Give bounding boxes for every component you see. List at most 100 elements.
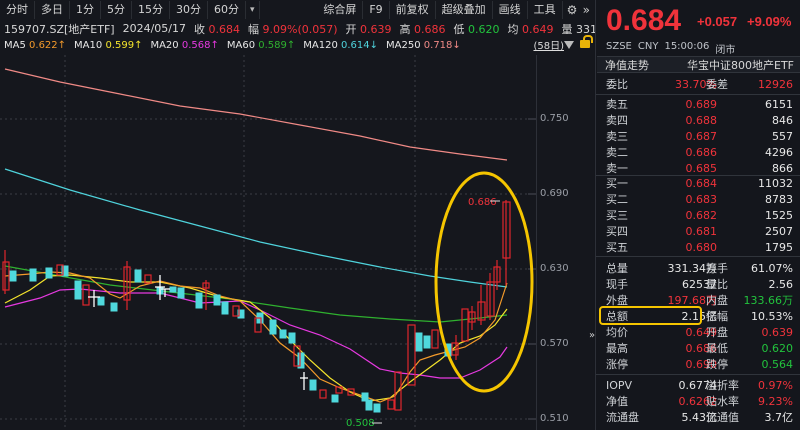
ma250-label: MA250 — [386, 39, 421, 51]
stat-label: 振幅 — [706, 310, 728, 323]
amp-value: 9.09%(0.057) — [262, 22, 338, 36]
weibi-value: 33.70% — [675, 77, 717, 91]
stat-row: 总额 2.15亿 振幅 10.53% — [596, 307, 800, 325]
y-tick: 0.510 — [540, 413, 569, 424]
fund-name-row[interactable]: 净值走势 华宝中证800地产ETF — [597, 56, 800, 73]
gear-icon[interactable]: ⚙ — [566, 3, 578, 17]
close-label: 收 — [194, 22, 205, 36]
period-days[interactable]: (58日) — [533, 41, 564, 52]
ask-row[interactable]: 卖三 0.687 557 — [596, 127, 800, 145]
bid-row[interactable]: 买五 0.680 1795 — [596, 238, 800, 256]
weicha-value: 12926 — [758, 77, 793, 91]
last-price: 0.684 — [606, 4, 682, 37]
stat-value: 62537 — [682, 277, 717, 291]
stat-value: 197.68万 — [667, 294, 718, 307]
ask-row[interactable]: 卖二 0.686 4296 — [596, 143, 800, 161]
ask-price: 0.685 — [685, 161, 718, 175]
tab-30min[interactable]: 30分 — [170, 1, 208, 19]
market-status: 闭市 — [715, 45, 736, 56]
fund-value: 0.6774 — [678, 378, 718, 392]
ma60-value: 0.589↑ — [258, 39, 296, 51]
tab-60min[interactable]: 60分 — [208, 1, 246, 19]
open-value: 0.639 — [360, 22, 392, 36]
tab-15min[interactable]: 15分 — [132, 1, 170, 19]
stat-value: 0.686 — [685, 341, 718, 355]
y-tick: 0.750 — [540, 113, 569, 124]
price-change: +0.057 — [697, 14, 738, 29]
ask-volume: 4296 — [765, 145, 793, 159]
close-value: 0.684 — [208, 22, 241, 36]
ask-price: 0.689 — [685, 97, 718, 111]
ma250-value: 0.718↓ — [423, 39, 461, 51]
stat-label: 现手 — [606, 278, 628, 291]
turnover-highlight-box — [599, 306, 702, 325]
kline-panel: 分时 多日 1分 5分 15分 30分 60分 ▾ 综合屏 F9 前复权 超级叠… — [0, 0, 608, 430]
stat-label: 量比 — [706, 278, 728, 291]
ask-volume: 6151 — [765, 97, 793, 111]
ask-row[interactable]: 卖五 0.689 6151 — [596, 95, 800, 113]
ma120-label: MA120 — [303, 39, 338, 51]
tab-intraday[interactable]: 分时 — [0, 1, 35, 19]
high-price-marker: 0.686 — [468, 197, 497, 208]
bid-row[interactable]: 买一 0.684 11032 — [596, 174, 800, 192]
f9-button[interactable]: F9 — [363, 1, 390, 19]
bid-row[interactable]: 买二 0.683 8783 — [596, 190, 800, 208]
bid-volume: 11032 — [758, 176, 793, 190]
tab-1min[interactable]: 1分 — [70, 1, 101, 19]
stat-row: 现手 62537 量比 2.56 — [596, 275, 800, 293]
bid-label: 买三 — [606, 209, 628, 222]
order-ratio-row: 委比 33.70% 委差 12926 — [596, 75, 800, 93]
ask-label: 卖四 — [606, 114, 628, 127]
stat-label: 开盘 — [706, 326, 728, 339]
stat-label: 跌停 — [706, 358, 728, 371]
kline-chart[interactable]: 0.686 0.508 — [0, 55, 594, 430]
stat-value: 331.34万 — [667, 262, 718, 275]
ask-price: 0.687 — [685, 129, 718, 143]
bid-volume: 1795 — [765, 240, 793, 254]
composite-screen-button[interactable]: 综合屏 — [317, 1, 364, 19]
expand-icon[interactable]: » — [582, 3, 590, 17]
exchange: SZSE — [606, 41, 632, 52]
fund-value: 0.97% — [758, 378, 793, 392]
weibi-label: 委比 — [606, 78, 628, 91]
ma10-value: 0.599↑ — [105, 39, 143, 51]
fund-value: 3.7亿 — [764, 411, 794, 424]
collapse-panel-icon[interactable]: » — [589, 330, 596, 341]
ask-label: 卖一 — [606, 162, 628, 175]
super-overlay-button[interactable]: 超级叠加 — [436, 1, 493, 19]
open-label: 开 — [345, 22, 357, 36]
draw-line-button[interactable]: 画线 — [493, 1, 528, 19]
tools-button[interactable]: 工具 — [528, 1, 563, 19]
more-periods-caret-icon[interactable]: ▾ — [246, 1, 260, 19]
stat-row: 总量 331.34万 换手 61.07% — [596, 259, 800, 277]
stat-label: 涨停 — [606, 358, 628, 371]
symbol-name: 159707.SZ[地产ETF] — [4, 22, 115, 36]
ask-row[interactable]: 卖一 0.685 866 — [596, 159, 800, 177]
stat-value: 0.564 — [761, 357, 794, 371]
nav-trend-link[interactable]: 净值走势 — [605, 58, 649, 72]
amp-label: 幅 — [248, 22, 259, 36]
low-label: 低 — [453, 22, 465, 36]
quote-time: 15:00:06 — [664, 41, 710, 52]
bid-label: 买二 — [606, 193, 628, 206]
tab-5min[interactable]: 5分 — [101, 1, 132, 19]
ask-volume: 557 — [772, 129, 793, 143]
fund-row: 净值 0.6262 贴水率 9.23% — [596, 392, 800, 410]
weicha-label: 委差 — [706, 78, 728, 91]
ask-row[interactable]: 卖四 0.688 846 — [596, 111, 800, 129]
ask-label: 卖二 — [606, 146, 628, 159]
stat-value: 2.56 — [768, 277, 794, 291]
lock-icon[interactable] — [580, 35, 593, 48]
fund-row: 流通盘 5.43亿 流通值 3.7亿 — [596, 408, 800, 426]
bid-price: 0.683 — [685, 192, 718, 206]
tab-multiday[interactable]: 多日 — [35, 1, 70, 19]
bid-row[interactable]: 买四 0.681 2507 — [596, 222, 800, 240]
bid-row[interactable]: 买三 0.682 1525 — [596, 206, 800, 224]
bid-label: 买一 — [606, 177, 628, 190]
toolbar-right: 综合屏 F9 前复权 超级叠加 画线 工具 ⚙ » — [317, 0, 594, 20]
stat-label: 外盘 — [606, 294, 628, 307]
bid-price: 0.680 — [685, 240, 718, 254]
stat-value: 0.620 — [761, 341, 794, 355]
forward-adjust-button[interactable]: 前复权 — [390, 1, 436, 19]
dropdown-triangle-icon[interactable] — [564, 41, 574, 49]
